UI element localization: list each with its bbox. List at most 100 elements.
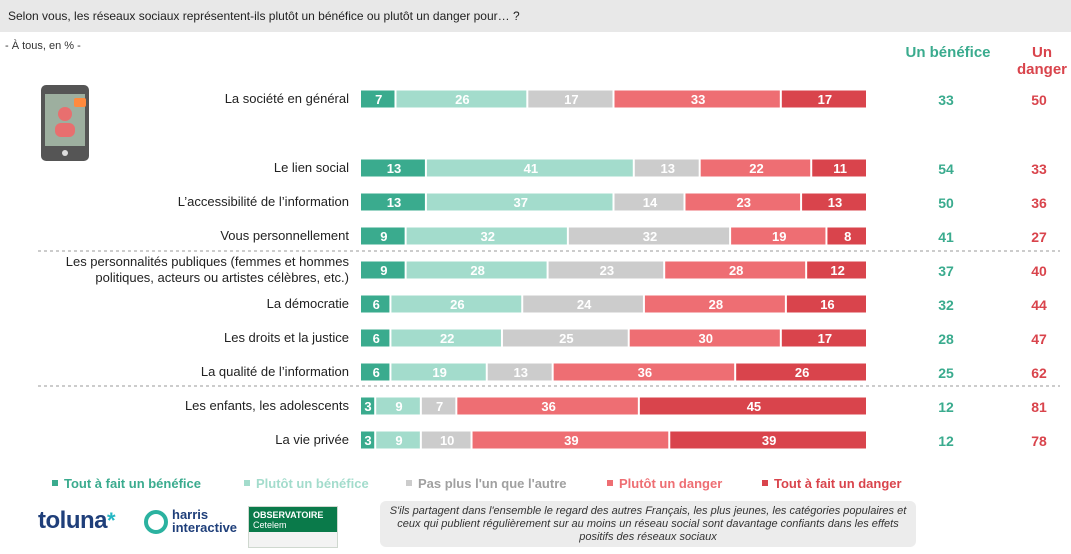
danger-total: 78 <box>1031 433 1047 449</box>
segment-value-label: 16 <box>820 297 834 312</box>
benefit-total: 32 <box>938 297 954 313</box>
segment-value-label: 24 <box>577 297 592 312</box>
bar-segment <box>426 159 633 177</box>
row-label: La société en général <box>225 91 349 106</box>
segment-value-label: 17 <box>818 92 832 107</box>
bar-segment <box>361 397 375 415</box>
bar-segment <box>406 261 547 279</box>
segment-value-label: 36 <box>638 365 652 380</box>
bar-segment <box>391 329 501 347</box>
bar-segment <box>700 159 811 177</box>
benefit-column-header: Un bénéfice <box>905 44 991 61</box>
bar-segment <box>568 227 730 245</box>
benefit-total: 54 <box>938 161 954 177</box>
segment-value-label: 30 <box>699 331 713 346</box>
segment-value-label: 11 <box>833 161 847 176</box>
bar-segment <box>614 193 684 211</box>
bar-segment <box>406 227 567 245</box>
bar-segment <box>665 261 806 279</box>
bar-segment <box>361 363 390 381</box>
benefit-total: 25 <box>938 365 954 381</box>
segment-value-label: 19 <box>432 365 446 380</box>
smartphone-icon <box>41 85 89 161</box>
question-header: Selon vous, les réseaux sociaux représen… <box>0 0 1071 32</box>
danger-total: 62 <box>1031 365 1047 381</box>
bar-segment <box>361 261 405 279</box>
bar-segment <box>634 159 699 177</box>
segment-value-label: 41 <box>524 161 538 176</box>
bar-segment <box>361 227 405 245</box>
bar-segment <box>361 295 390 313</box>
bar-segment <box>421 397 456 415</box>
bar-segment <box>361 329 390 347</box>
bar-segment <box>376 397 420 415</box>
row-label: La démocratie <box>267 296 349 311</box>
bar-segment <box>523 295 643 313</box>
bar-segment <box>670 431 866 449</box>
segment-value-label: 37 <box>513 195 527 210</box>
segment-value-label: 9 <box>395 399 402 414</box>
segment-value-label: 9 <box>395 433 402 448</box>
benefit-total: 37 <box>938 263 954 279</box>
bar-segment <box>644 295 785 313</box>
danger-total: 81 <box>1031 399 1047 415</box>
bar-segment <box>731 227 826 245</box>
row-label: Les droits et la justice <box>224 330 349 345</box>
segment-value-label: 13 <box>387 195 401 210</box>
segment-value-label: 7 <box>375 92 382 107</box>
segment-value-label: 12 <box>830 263 844 278</box>
legend-item-tout-benefice: Tout à fait un bénéfice <box>52 476 201 491</box>
danger-total: 50 <box>1031 92 1047 108</box>
segment-value-label: 17 <box>818 331 832 346</box>
bar-segment <box>361 159 425 177</box>
bar-segment <box>472 431 669 449</box>
bar-segment <box>376 431 420 449</box>
observatoire-cetelem-logo: OBSERVATOIRE Cetelem <box>248 506 338 548</box>
segment-value-label: 7 <box>436 399 443 414</box>
segment-value-label: 3 <box>364 433 371 448</box>
bar-segment <box>457 397 638 415</box>
row-label: La qualité de l’information <box>201 364 349 379</box>
segment-value-label: 39 <box>564 433 578 448</box>
segment-value-label: 23 <box>600 263 614 278</box>
segment-value-label: 13 <box>828 195 842 210</box>
question-text: Selon vous, les réseaux sociaux représen… <box>8 9 520 23</box>
bar-segment <box>827 227 866 245</box>
bar-segment <box>807 261 866 279</box>
bar-segment <box>786 295 866 313</box>
benefit-total: 50 <box>938 195 954 211</box>
segment-value-label: 22 <box>440 331 454 346</box>
toluna-logo: toluna* <box>38 507 116 534</box>
danger-total: 27 <box>1031 229 1047 245</box>
bar-segment <box>361 90 395 108</box>
base-note: - À tous, en % - <box>5 40 81 52</box>
segment-value-label: 39 <box>762 433 776 448</box>
segment-value-label: 36 <box>541 399 555 414</box>
row-label: La vie privée <box>275 432 349 447</box>
segment-value-label: 32 <box>481 229 495 244</box>
segment-value-label: 22 <box>749 161 763 176</box>
row-label: L’accessibilité de l’information <box>178 194 349 209</box>
segment-value-label: 13 <box>387 161 401 176</box>
row-label: Les personnalités publiques (femmes et h… <box>66 254 350 285</box>
bar-segment <box>391 363 486 381</box>
segment-value-label: 6 <box>373 365 380 380</box>
segment-value-label: 33 <box>691 92 705 107</box>
segment-value-label: 6 <box>373 331 380 346</box>
bar-segment <box>781 329 866 347</box>
bar-segment <box>421 431 471 449</box>
bar-segment <box>396 90 527 108</box>
segment-value-label: 28 <box>470 263 484 278</box>
bar-segment <box>639 397 866 415</box>
legend-item-plutot-benefice: Plutôt un bénéfice <box>244 476 369 491</box>
danger-total: 40 <box>1031 263 1047 279</box>
segment-value-label: 26 <box>455 92 469 107</box>
segment-value-label: 28 <box>709 297 723 312</box>
legend-item-neutre: Pas plus l'un que l'autre <box>406 476 567 491</box>
danger-column-header: Un danger <box>1016 44 1067 78</box>
bar-segment <box>802 193 866 211</box>
segment-value-label: 26 <box>795 365 809 380</box>
segment-value-label: 23 <box>737 195 751 210</box>
segment-value-label: 32 <box>643 229 657 244</box>
legend-item-plutot-danger: Plutôt un danger <box>607 476 722 491</box>
